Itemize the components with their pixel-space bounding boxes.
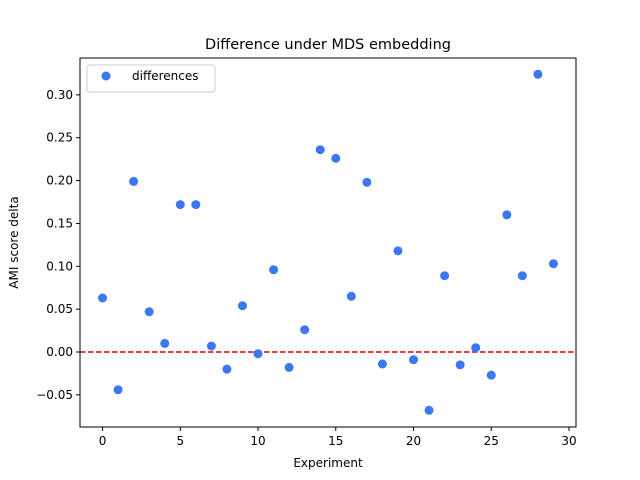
data-point [377,359,387,369]
data-point [284,362,294,372]
data-point [191,200,201,210]
y-tick-label: 0.10 [46,259,73,273]
data-point [548,259,558,269]
x-tick-label: 5 [176,434,184,448]
y-tick-label: 0.30 [46,88,73,102]
y-tick-label: −0.05 [36,388,73,402]
chart-title: Difference under MDS embedding [205,37,451,53]
y-tick-label: 0.20 [46,174,73,188]
legend: differences [86,64,216,93]
x-tick-label: 10 [250,434,265,448]
data-point [502,210,512,220]
data-point [409,355,419,365]
x-tick-label: 0 [99,434,107,448]
x-axis-label: Experiment [293,456,363,470]
data-point [175,200,185,210]
x-axis: 0 5 10 15 20 25 30 [99,427,577,448]
data-point [424,405,434,415]
x-tick-label: 20 [406,434,421,448]
data-point [362,177,372,187]
legend-frame [86,64,216,93]
y-tick-label: 0.00 [46,345,73,359]
plot-area [79,57,577,428]
points-layer [98,69,558,415]
y-tick-label: 0.15 [46,216,73,230]
data-point [455,360,465,370]
y-tick-label: 0.25 [46,131,73,145]
data-point [253,349,263,359]
data-point [98,293,108,303]
data-point [144,307,154,317]
legend-label: differences [132,69,199,83]
data-point [300,325,310,335]
data-point [393,246,403,256]
y-axis-label: AMI score delta [7,196,21,288]
data-point [440,271,450,281]
data-point [237,301,247,311]
data-point [331,153,341,163]
data-point [222,364,232,374]
data-point [346,291,356,301]
data-point [315,145,325,155]
legend-marker [101,71,111,81]
y-axis: −0.05 0.00 0.05 0.10 0.15 0.20 0.25 0.30 [36,88,80,402]
plot-frame [79,57,577,428]
x-tick-label: 15 [328,434,343,448]
data-point [129,176,139,186]
data-point [471,343,481,353]
data-point [517,271,527,281]
data-point [533,69,543,79]
data-point [269,265,279,275]
data-point [486,370,496,380]
data-point [113,385,123,395]
x-tick-label: 25 [484,434,499,448]
data-point [160,338,170,348]
x-tick-label: 30 [561,434,576,448]
data-point [206,341,216,351]
y-tick-label: 0.05 [46,302,73,316]
